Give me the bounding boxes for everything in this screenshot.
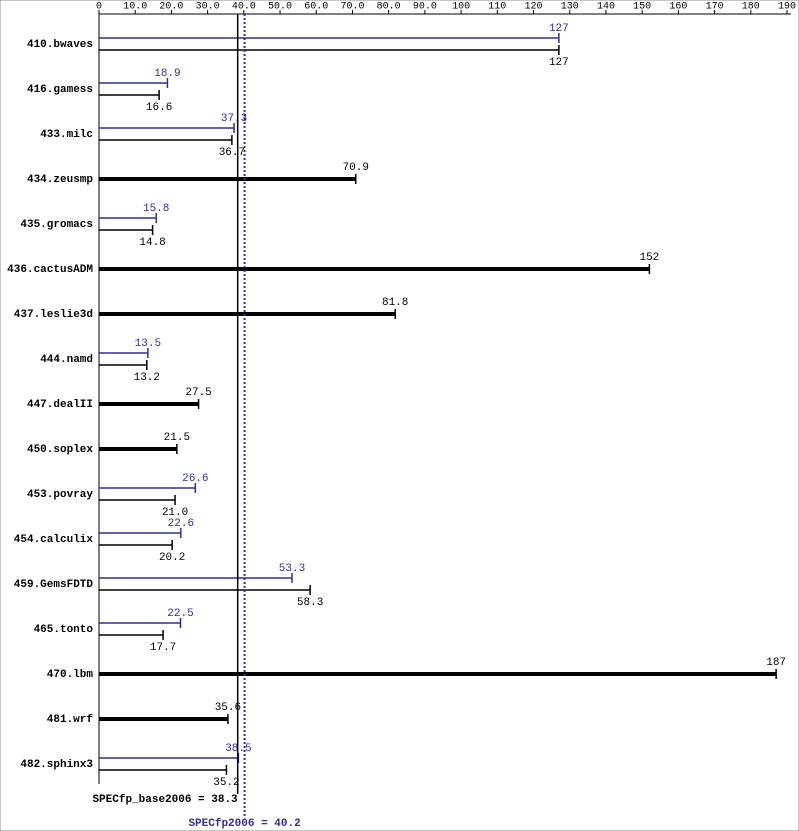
x-tick-label: 10.0 (123, 2, 147, 13)
x-tick-label: 40.0 (232, 2, 256, 13)
category-label: 433.milc (40, 129, 93, 141)
x-tick-label: 0 (96, 2, 102, 13)
value-label: 15.8 (143, 203, 169, 215)
x-tick-label: 20.0 (159, 2, 183, 13)
value-label: 21.5 (164, 432, 190, 444)
x-tick-label: 160 (669, 2, 687, 13)
value-label: 58.3 (297, 597, 323, 609)
x-tick-label: 100 (452, 2, 470, 13)
category-label: 450.soplex (27, 444, 93, 456)
value-label: 81.8 (382, 297, 408, 309)
category-label: 435.gromacs (20, 219, 93, 231)
category-label: 482.sphinx3 (20, 759, 93, 771)
x-tick-label: 190 (778, 2, 796, 13)
x-tick-label: 50.0 (268, 2, 292, 13)
reference-label: SPECfp2006 = 40.2 (188, 818, 300, 830)
value-label: 20.2 (159, 552, 185, 564)
category-label: 459.GemsFDTD (14, 579, 94, 591)
value-label: 13.5 (135, 338, 161, 350)
value-label: 70.9 (343, 162, 369, 174)
value-label: 35.2 (213, 777, 239, 789)
value-label: 14.8 (139, 237, 165, 249)
x-tick-label: 130 (561, 2, 579, 13)
value-label: 22.5 (167, 608, 193, 620)
value-label: 127 (549, 23, 569, 35)
x-tick-label: 30.0 (196, 2, 220, 13)
x-tick-label: 70.0 (340, 2, 364, 13)
value-label: 36.7 (219, 147, 245, 159)
category-label: 447.dealII (27, 399, 93, 411)
value-label: 16.6 (146, 102, 172, 114)
value-label: 26.6 (182, 473, 208, 485)
value-label: 152 (639, 252, 659, 264)
value-label: 35.6 (215, 702, 241, 714)
value-label: 17.7 (150, 642, 176, 654)
x-tick-label: 150 (633, 2, 651, 13)
x-tick-label: 170 (706, 2, 724, 13)
category-label: 465.tonto (34, 624, 94, 636)
value-label: 127 (549, 57, 569, 69)
x-tick-label: 180 (742, 2, 760, 13)
reference-label: SPECfp_base2006 = 38.3 (92, 794, 238, 806)
x-tick-label: 90.0 (413, 2, 437, 13)
value-label: 53.3 (279, 563, 305, 575)
category-label: 436.cactusADM (7, 264, 93, 276)
category-label: 437.leslie3d (14, 309, 93, 321)
value-label: 37.3 (221, 113, 247, 125)
x-tick-label: 110 (488, 2, 506, 13)
value-label: 22.6 (168, 518, 194, 530)
category-label: 410.bwaves (27, 39, 93, 51)
category-label: 481.wrf (47, 714, 94, 726)
x-tick-label: 60.0 (304, 2, 328, 13)
category-label: 416.gamess (27, 84, 93, 96)
value-label: 13.2 (134, 372, 160, 384)
value-label: 27.5 (185, 387, 211, 399)
category-label: 434.zeusmp (27, 174, 93, 186)
category-label: 454.calculix (14, 534, 94, 546)
x-tick-label: 120 (525, 2, 543, 13)
value-label: 18.9 (154, 68, 180, 80)
category-label: 453.povray (27, 489, 93, 501)
x-tick-label: 140 (597, 2, 615, 13)
category-label: 470.lbm (47, 669, 94, 681)
value-label: 187 (766, 657, 786, 669)
x-tick-label: 80.0 (377, 2, 401, 13)
value-label: 21.0 (162, 507, 188, 519)
category-label: 444.namd (40, 354, 93, 366)
